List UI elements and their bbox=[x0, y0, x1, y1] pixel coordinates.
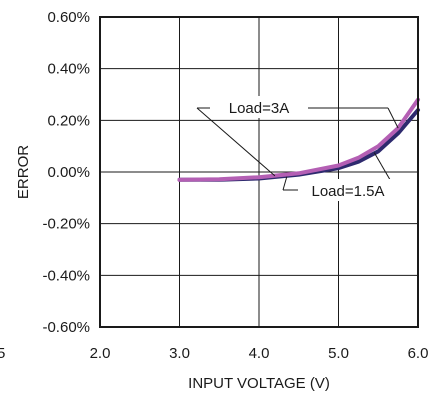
x-tick-label: 6.0 bbox=[408, 345, 429, 362]
leader-line bbox=[387, 107, 399, 129]
x-tick-labels: 2.0 3.0 4.0 5.0 6.0 bbox=[90, 345, 429, 362]
y-tick-label: 0.40% bbox=[47, 61, 90, 78]
annotation-bg bbox=[213, 96, 305, 118]
annotation-load-3a: Load=3A bbox=[229, 100, 289, 117]
annotation-load-1-5a: Load=1.5A bbox=[312, 183, 385, 200]
plot-frame bbox=[99, 16, 419, 328]
x-tick-label: 3.0 bbox=[169, 345, 190, 362]
y-tick-label: 0.00% bbox=[47, 164, 90, 181]
x-tick-label: 2.0 bbox=[90, 345, 111, 362]
x-tick-label: 4.0 bbox=[249, 345, 270, 362]
leader-line bbox=[282, 176, 288, 191]
y-tick-label: -0.20% bbox=[42, 216, 90, 233]
series-lines bbox=[177, 97, 420, 182]
annotation-bg bbox=[298, 179, 398, 201]
x-axis-title: INPUT VOLTAGE (V) bbox=[188, 375, 330, 392]
leader-line bbox=[196, 107, 276, 177]
clipped-left-label: 5 bbox=[0, 345, 5, 362]
grid bbox=[100, 17, 418, 327]
y-tick-label: -0.40% bbox=[42, 267, 90, 284]
y-tick-label: -0.60% bbox=[42, 319, 90, 336]
x-tick-label: 5.0 bbox=[328, 345, 349, 362]
y-tick-label: 0.60% bbox=[47, 9, 90, 26]
y-axis-title: ERROR bbox=[15, 145, 32, 199]
series-line-load-3a bbox=[177, 97, 420, 182]
y-tick-label: 0.20% bbox=[47, 112, 90, 129]
annotations: Load=3A Load=1.5A bbox=[196, 96, 399, 201]
y-tick-labels: 0.60% 0.40% 0.20% 0.00% -0.20% -0.40% -0.60% bbox=[42, 9, 90, 336]
